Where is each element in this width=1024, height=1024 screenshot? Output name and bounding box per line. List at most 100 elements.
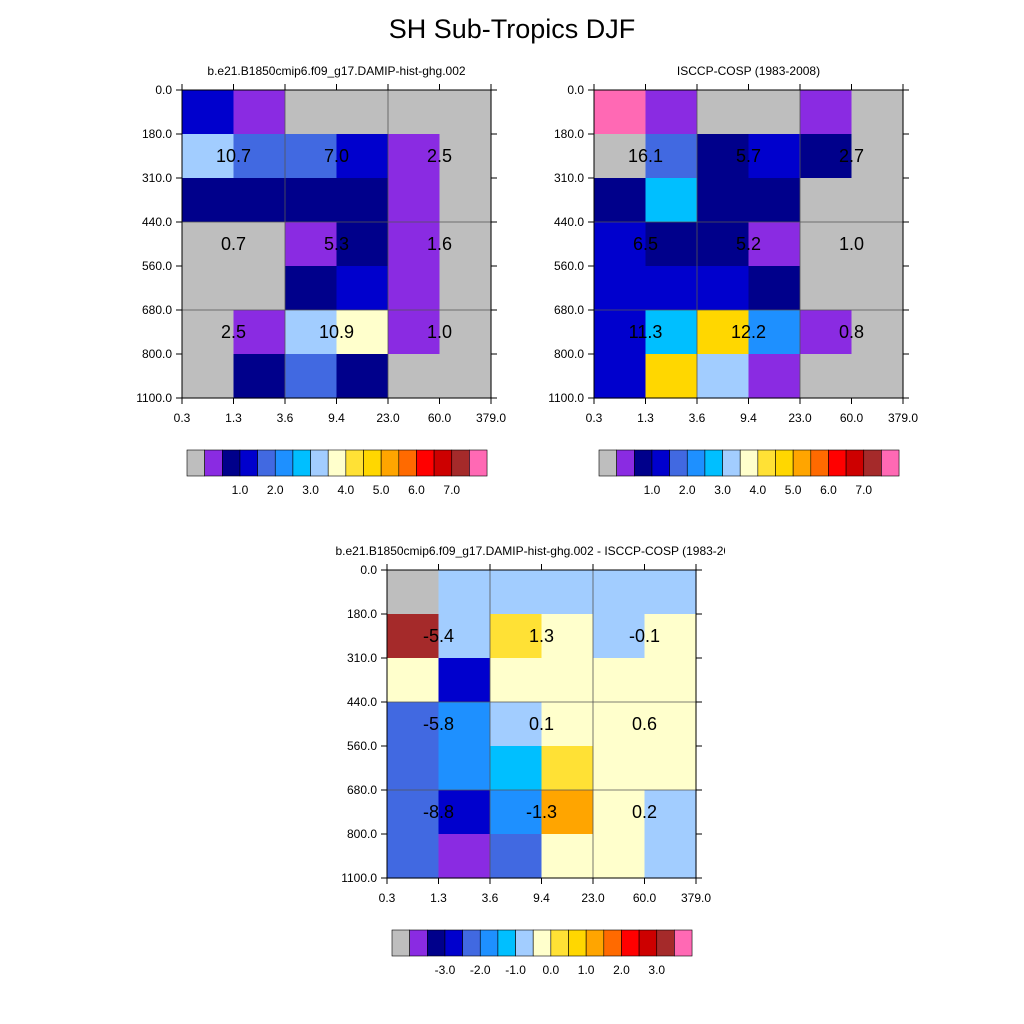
x-tick-label: 60.0: [428, 411, 452, 425]
colorbar-swatch: [292, 449, 311, 477]
heatmap-cell: [233, 90, 286, 135]
x-tick-label: 9.4: [533, 891, 550, 905]
cell-value-label: 1.0: [427, 322, 452, 342]
y-tick-label: 680.0: [347, 783, 377, 797]
panel-title: b.e21.B1850cmip6.f09_g17.DAMIP-hist-ghg.…: [335, 544, 725, 558]
heatmap-cell: [593, 834, 646, 879]
cell-value-label: 2.7: [839, 146, 864, 166]
heatmap-cell: [336, 222, 389, 267]
x-tick-label: 0.3: [379, 891, 396, 905]
colorbar-label: -3.0: [435, 963, 456, 977]
heatmap-cell: [697, 222, 750, 267]
colorbar-swatch: [722, 449, 741, 477]
colorbar-label: 2.0: [267, 483, 284, 497]
heatmap-cell: [388, 354, 441, 399]
x-tick-label: 3.6: [482, 891, 499, 905]
y-tick-label: 0.0: [567, 83, 584, 97]
y-tick-label: 180.0: [347, 607, 377, 621]
cell-value-label: 6.5: [633, 234, 658, 254]
heatmap-cell: [387, 702, 440, 747]
colorbar-swatch: [327, 449, 347, 477]
heatmap-cell: [748, 266, 801, 311]
colorbar-label: 6.0: [820, 483, 837, 497]
heatmap-cell: [439, 310, 492, 355]
colorbar-swatch: [775, 449, 794, 477]
heatmap-cell: [593, 658, 646, 703]
colorbar-label: 2.0: [679, 483, 696, 497]
colorbar-swatch: [497, 929, 516, 957]
y-tick-label: 180.0: [142, 127, 172, 141]
heatmap-cell: [233, 310, 286, 355]
heatmap-cell: [541, 834, 594, 879]
y-tick-label: 310.0: [347, 651, 377, 665]
heatmap-cell: [233, 354, 286, 399]
heatmap-cell: [851, 354, 904, 399]
colorbar-swatch: [363, 449, 382, 477]
heatmap-cell: [851, 222, 904, 267]
x-tick-label: 60.0: [840, 411, 864, 425]
y-tick-label: 680.0: [142, 303, 172, 317]
colorbar-swatch: [427, 929, 446, 957]
heatmap-cell: [388, 178, 441, 223]
heatmap-cell: [182, 178, 235, 223]
colorbar-swatch: [863, 449, 882, 477]
colorbar-swatch: [674, 929, 693, 957]
heatmap-cell: [182, 310, 235, 355]
cell-value-label: 5.7: [736, 146, 761, 166]
cell-value-label: 0.2: [632, 802, 657, 822]
colorbar-swatch: [239, 449, 258, 477]
heatmap-cell: [439, 266, 492, 311]
x-tick-label: 60.0: [633, 891, 657, 905]
cell-value-label: 10.7: [216, 146, 251, 166]
colorbar-swatch: [621, 929, 640, 957]
y-tick-label: 1100.0: [136, 391, 172, 405]
heatmap-cell: [438, 570, 491, 615]
heatmap-cell: [800, 266, 853, 311]
heatmap-cell: [387, 834, 440, 879]
heatmap-cell: [644, 746, 697, 791]
y-tick-label: 440.0: [347, 695, 377, 709]
cell-value-label: -0.1: [629, 626, 660, 646]
heatmap-cell: [800, 134, 853, 179]
heatmap-cell: [285, 178, 338, 223]
cell-value-label: 2.5: [221, 322, 246, 342]
colorbar-label: -2.0: [470, 963, 491, 977]
y-tick-label: 1100.0: [341, 871, 377, 885]
heatmap-cell: [748, 90, 801, 135]
colorbar-swatch: [634, 449, 653, 477]
heatmap-cell: [233, 134, 286, 179]
heatmap-cell: [438, 834, 491, 879]
heatmap-cell: [645, 310, 698, 355]
colorbar-label: 1.0: [232, 483, 249, 497]
colorbar-swatch: [810, 449, 829, 477]
colorbar-label: 5.0: [785, 483, 802, 497]
heatmap-cell: [439, 178, 492, 223]
heatmap-cell: [644, 702, 697, 747]
heatmap-cell: [594, 90, 647, 135]
colorbar-swatch: [479, 929, 499, 957]
heatmap-cell: [182, 266, 235, 311]
heatmap-cell: [388, 222, 441, 267]
heatmap-cell: [593, 790, 646, 835]
heatmap-cell: [285, 90, 338, 135]
heatmap-cell: [644, 834, 697, 879]
colorbar-swatch: [433, 449, 453, 477]
heatmap-cell: [748, 310, 801, 355]
heatmap-cell: [336, 266, 389, 311]
y-tick-label: 560.0: [142, 259, 172, 273]
heatmap-cell: [644, 658, 697, 703]
x-tick-label: 23.0: [376, 411, 400, 425]
cell-value-label: 7.0: [324, 146, 349, 166]
colorbar-swatch: [881, 449, 900, 477]
x-tick-label: 379.0: [888, 411, 918, 425]
heatmap-cell: [697, 310, 750, 355]
y-tick-label: 800.0: [554, 347, 584, 361]
heatmap-cell: [438, 658, 491, 703]
colorbar-swatch: [204, 449, 223, 477]
heatmap-cell: [490, 570, 543, 615]
colorbar-swatch: [585, 929, 605, 957]
cell-value-label: 0.8: [839, 322, 864, 342]
obs-panel: ISCCP-COSP (1983-2008) 0.3 1.3 3.6 9.4 23.0 60…: [548, 64, 918, 497]
heatmap-cell: [851, 310, 904, 355]
heatmap-cell: [388, 90, 441, 135]
